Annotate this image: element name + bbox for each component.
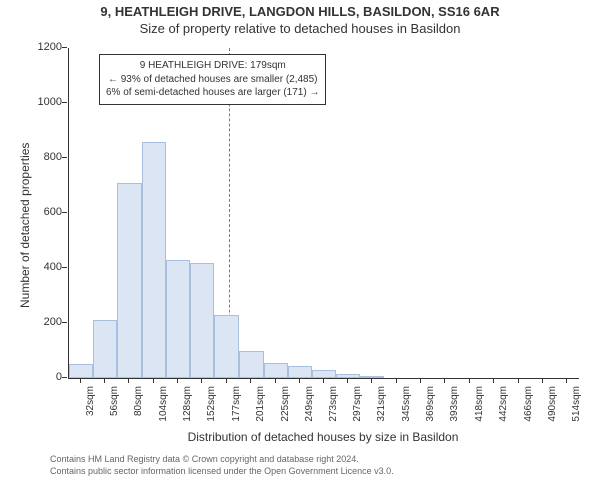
- x-tick: 128sqm: [182, 386, 193, 426]
- x-tick-mark: [493, 378, 494, 383]
- footer-line-2: Contains public sector information licen…: [50, 466, 394, 478]
- x-tick: 201sqm: [255, 386, 266, 426]
- footer-line-1: Contains HM Land Registry data © Crown c…: [50, 454, 394, 466]
- x-tick-mark: [201, 378, 202, 383]
- x-tick: 369sqm: [425, 386, 436, 426]
- annotation-line: 9 HEATHLEIGH DRIVE: 179sqm: [106, 59, 319, 73]
- x-tick-mark: [104, 378, 105, 383]
- x-tick-mark: [469, 378, 470, 383]
- x-tick-mark: [80, 378, 81, 383]
- x-tick: 177sqm: [231, 386, 242, 426]
- y-tick: 600: [28, 206, 62, 218]
- x-tick: 442sqm: [498, 386, 509, 426]
- x-tick-mark: [420, 378, 421, 383]
- histogram-bar: [239, 351, 263, 379]
- x-tick: 297sqm: [352, 386, 363, 426]
- x-tick: 466sqm: [523, 386, 534, 426]
- x-tick: 32sqm: [85, 386, 96, 426]
- y-tick: 400: [28, 261, 62, 273]
- histogram-bar: [264, 363, 288, 378]
- histogram-bar: [336, 374, 360, 378]
- histogram-bar: [93, 320, 117, 378]
- x-axis-label: Distribution of detached houses by size …: [68, 430, 578, 444]
- y-tick: 800: [28, 151, 62, 163]
- histogram-bar: [166, 260, 190, 378]
- histogram-bar: [312, 370, 336, 378]
- x-tick-mark: [299, 378, 300, 383]
- x-tick-mark: [153, 378, 154, 383]
- y-axis-label: Number of detached properties: [18, 143, 32, 308]
- y-tick: 1000: [28, 96, 62, 108]
- annotation-line: 6% of semi-detached houses are larger (1…: [106, 86, 319, 100]
- x-tick: 56sqm: [109, 386, 120, 426]
- x-tick-mark: [518, 378, 519, 383]
- x-tick-mark: [275, 378, 276, 383]
- x-tick-mark: [566, 378, 567, 383]
- x-tick-mark: [128, 378, 129, 383]
- plot-area: 9 HEATHLEIGH DRIVE: 179sqm← 93% of detac…: [68, 48, 579, 379]
- histogram-chart: Number of detached properties 9 HEATHLEI…: [0, 0, 600, 500]
- x-tick: 249sqm: [304, 386, 315, 426]
- annotation-line: ← 93% of detached houses are smaller (2,…: [106, 73, 319, 87]
- histogram-bar: [69, 364, 93, 378]
- footer: Contains HM Land Registry data © Crown c…: [50, 454, 394, 477]
- histogram-bar: [142, 142, 166, 379]
- x-tick-mark: [542, 378, 543, 383]
- x-tick-mark: [396, 378, 397, 383]
- x-tick-mark: [226, 378, 227, 383]
- x-tick: 393sqm: [449, 386, 460, 426]
- histogram-bar: [288, 366, 312, 378]
- y-tick: 1200: [28, 41, 62, 53]
- x-tick: 225sqm: [280, 386, 291, 426]
- x-tick-mark: [444, 378, 445, 383]
- x-tick-mark: [347, 378, 348, 383]
- x-tick: 273sqm: [328, 386, 339, 426]
- histogram-bar: [214, 315, 239, 378]
- x-tick: 514sqm: [571, 386, 582, 426]
- x-tick-mark: [250, 378, 251, 383]
- x-tick: 418sqm: [474, 386, 485, 426]
- x-tick-mark: [371, 378, 372, 383]
- y-tick: 200: [28, 316, 62, 328]
- x-tick: 321sqm: [376, 386, 387, 426]
- x-tick: 490sqm: [547, 386, 558, 426]
- histogram-bar: [360, 376, 384, 378]
- x-tick-mark: [323, 378, 324, 383]
- histogram-bar: [190, 263, 214, 379]
- x-tick: 345sqm: [401, 386, 412, 426]
- annotation-box: 9 HEATHLEIGH DRIVE: 179sqm← 93% of detac…: [99, 54, 326, 105]
- x-tick-mark: [177, 378, 178, 383]
- y-tick: 0: [28, 371, 62, 383]
- x-tick: 104sqm: [158, 386, 169, 426]
- x-tick: 80sqm: [133, 386, 144, 426]
- histogram-bar: [117, 183, 141, 378]
- x-tick: 152sqm: [206, 386, 217, 426]
